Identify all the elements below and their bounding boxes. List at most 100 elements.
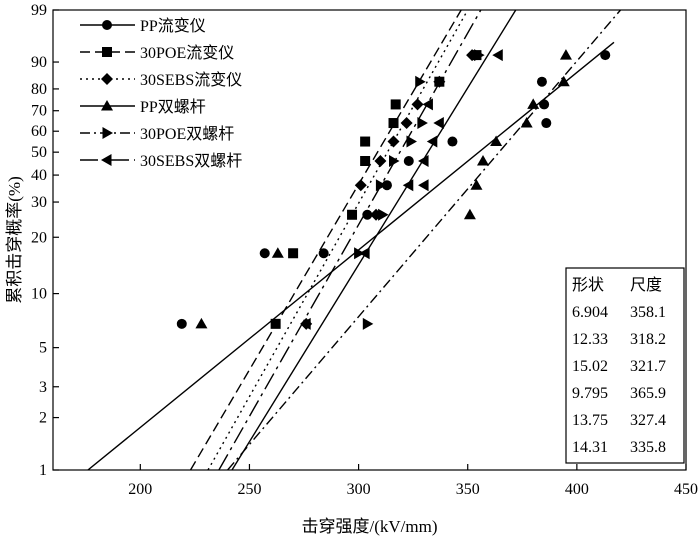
data-point <box>477 155 490 166</box>
table-cell: 335.8 <box>630 439 666 456</box>
data-point <box>288 248 299 259</box>
legend-label: PP双螺杆 <box>140 98 206 116</box>
data-point <box>600 50 611 61</box>
x-tick-label: 350 <box>456 481 480 498</box>
y-tick-label: 5 <box>39 340 47 357</box>
y-tick-label: 10 <box>31 286 47 303</box>
axes: 200 250 300 350 400 450 1 2 3 5 10 20 30 40 50 60 70 80 90… <box>31 2 698 498</box>
y-tick-label: 90 <box>31 54 47 71</box>
table-cell: 318.2 <box>630 331 666 348</box>
legend-marker <box>102 20 112 30</box>
data-point <box>360 136 371 147</box>
data-point <box>557 75 570 87</box>
x-tick-label: 300 <box>347 481 371 498</box>
fit-line <box>207 10 469 470</box>
table-cell: 13.75 <box>572 412 608 429</box>
data-point <box>426 135 438 148</box>
data-point <box>347 209 358 220</box>
data-point <box>411 98 424 111</box>
data-point <box>470 179 483 190</box>
data-point <box>539 99 550 110</box>
plot-frame <box>52 9 687 471</box>
data-point <box>378 208 389 221</box>
table-header: 尺度 <box>630 276 662 294</box>
data-point <box>406 135 417 148</box>
legend-marker <box>101 73 113 85</box>
data-point <box>402 179 414 192</box>
y-tick-label: 30 <box>31 194 47 211</box>
data-point <box>422 98 433 111</box>
y-tick-label: 40 <box>31 167 47 184</box>
legend-marker <box>101 154 112 166</box>
y-tick-label: 2 <box>39 410 47 427</box>
data-point <box>536 76 547 87</box>
data-point <box>474 49 485 62</box>
y-tick-label: 3 <box>39 379 47 396</box>
data-point <box>527 98 540 109</box>
series-points <box>176 50 611 329</box>
data-point <box>360 156 371 167</box>
table-header: 形状 <box>572 276 604 294</box>
data-point <box>559 49 572 60</box>
fit-line <box>87 41 615 470</box>
data-point <box>417 117 428 130</box>
data-point <box>354 179 367 192</box>
data-point <box>541 118 552 129</box>
data-point <box>400 117 413 130</box>
y-tick-label: 50 <box>31 144 47 161</box>
table-cell: 12.33 <box>572 331 608 348</box>
legend-label: 30POE双螺杆 <box>140 125 234 143</box>
series-points <box>300 49 503 330</box>
y-tick-label: 99 <box>31 2 47 19</box>
table-cell: 327.4 <box>630 412 666 429</box>
data-point <box>492 49 503 62</box>
x-tick-label: 250 <box>237 481 261 498</box>
data-point <box>374 155 387 168</box>
data-point <box>195 317 208 329</box>
series-points <box>195 49 572 329</box>
data-point <box>418 179 429 192</box>
data-point <box>259 248 270 259</box>
parameter-table: 形状 尺度 6.904 358.1 12.33 318.2 15.02 321.7 9.795 3… <box>565 267 685 464</box>
data-point <box>318 248 329 259</box>
y-tick-label: 70 <box>31 103 47 120</box>
data-point <box>270 318 281 329</box>
table-frame <box>565 267 685 464</box>
data-point <box>463 208 476 220</box>
x-tick-label: 200 <box>128 481 152 498</box>
data-point <box>415 75 426 88</box>
data-point <box>520 117 533 128</box>
legend-marker <box>102 47 112 57</box>
table-cell: 365.9 <box>630 385 666 402</box>
data-point <box>362 317 374 330</box>
data-point <box>447 136 458 147</box>
table-cell: 14.31 <box>572 439 608 456</box>
table-cell: 6.904 <box>572 304 608 321</box>
table-cell: 9.795 <box>572 385 608 402</box>
legend-label: 30SEBS流变仪 <box>140 71 242 89</box>
y-axis-label: 累积击穿概率(%) <box>5 176 24 303</box>
x-tick-label: 450 <box>674 481 698 498</box>
legend-label: PP流变仪 <box>140 17 206 35</box>
data-point <box>433 75 446 88</box>
data-point <box>387 135 400 148</box>
series-points <box>354 49 485 330</box>
data-point <box>271 247 284 258</box>
data-point <box>359 247 370 260</box>
data-point <box>176 318 187 329</box>
data-points <box>176 49 611 330</box>
legend-label: 30SEBS双螺杆 <box>140 152 242 170</box>
x-tick-label: 400 <box>565 481 589 498</box>
y-tick-label: 60 <box>31 123 47 140</box>
data-point <box>403 156 414 167</box>
y-tick-label: 1 <box>39 462 47 479</box>
data-point <box>390 99 401 110</box>
table-cell: 321.7 <box>630 358 666 375</box>
y-tick-label: 20 <box>31 229 47 246</box>
table-cell: 15.02 <box>572 358 608 375</box>
data-point <box>300 317 311 330</box>
data-point <box>490 135 503 147</box>
y-tick-label: 80 <box>31 81 47 98</box>
data-point <box>381 180 392 191</box>
